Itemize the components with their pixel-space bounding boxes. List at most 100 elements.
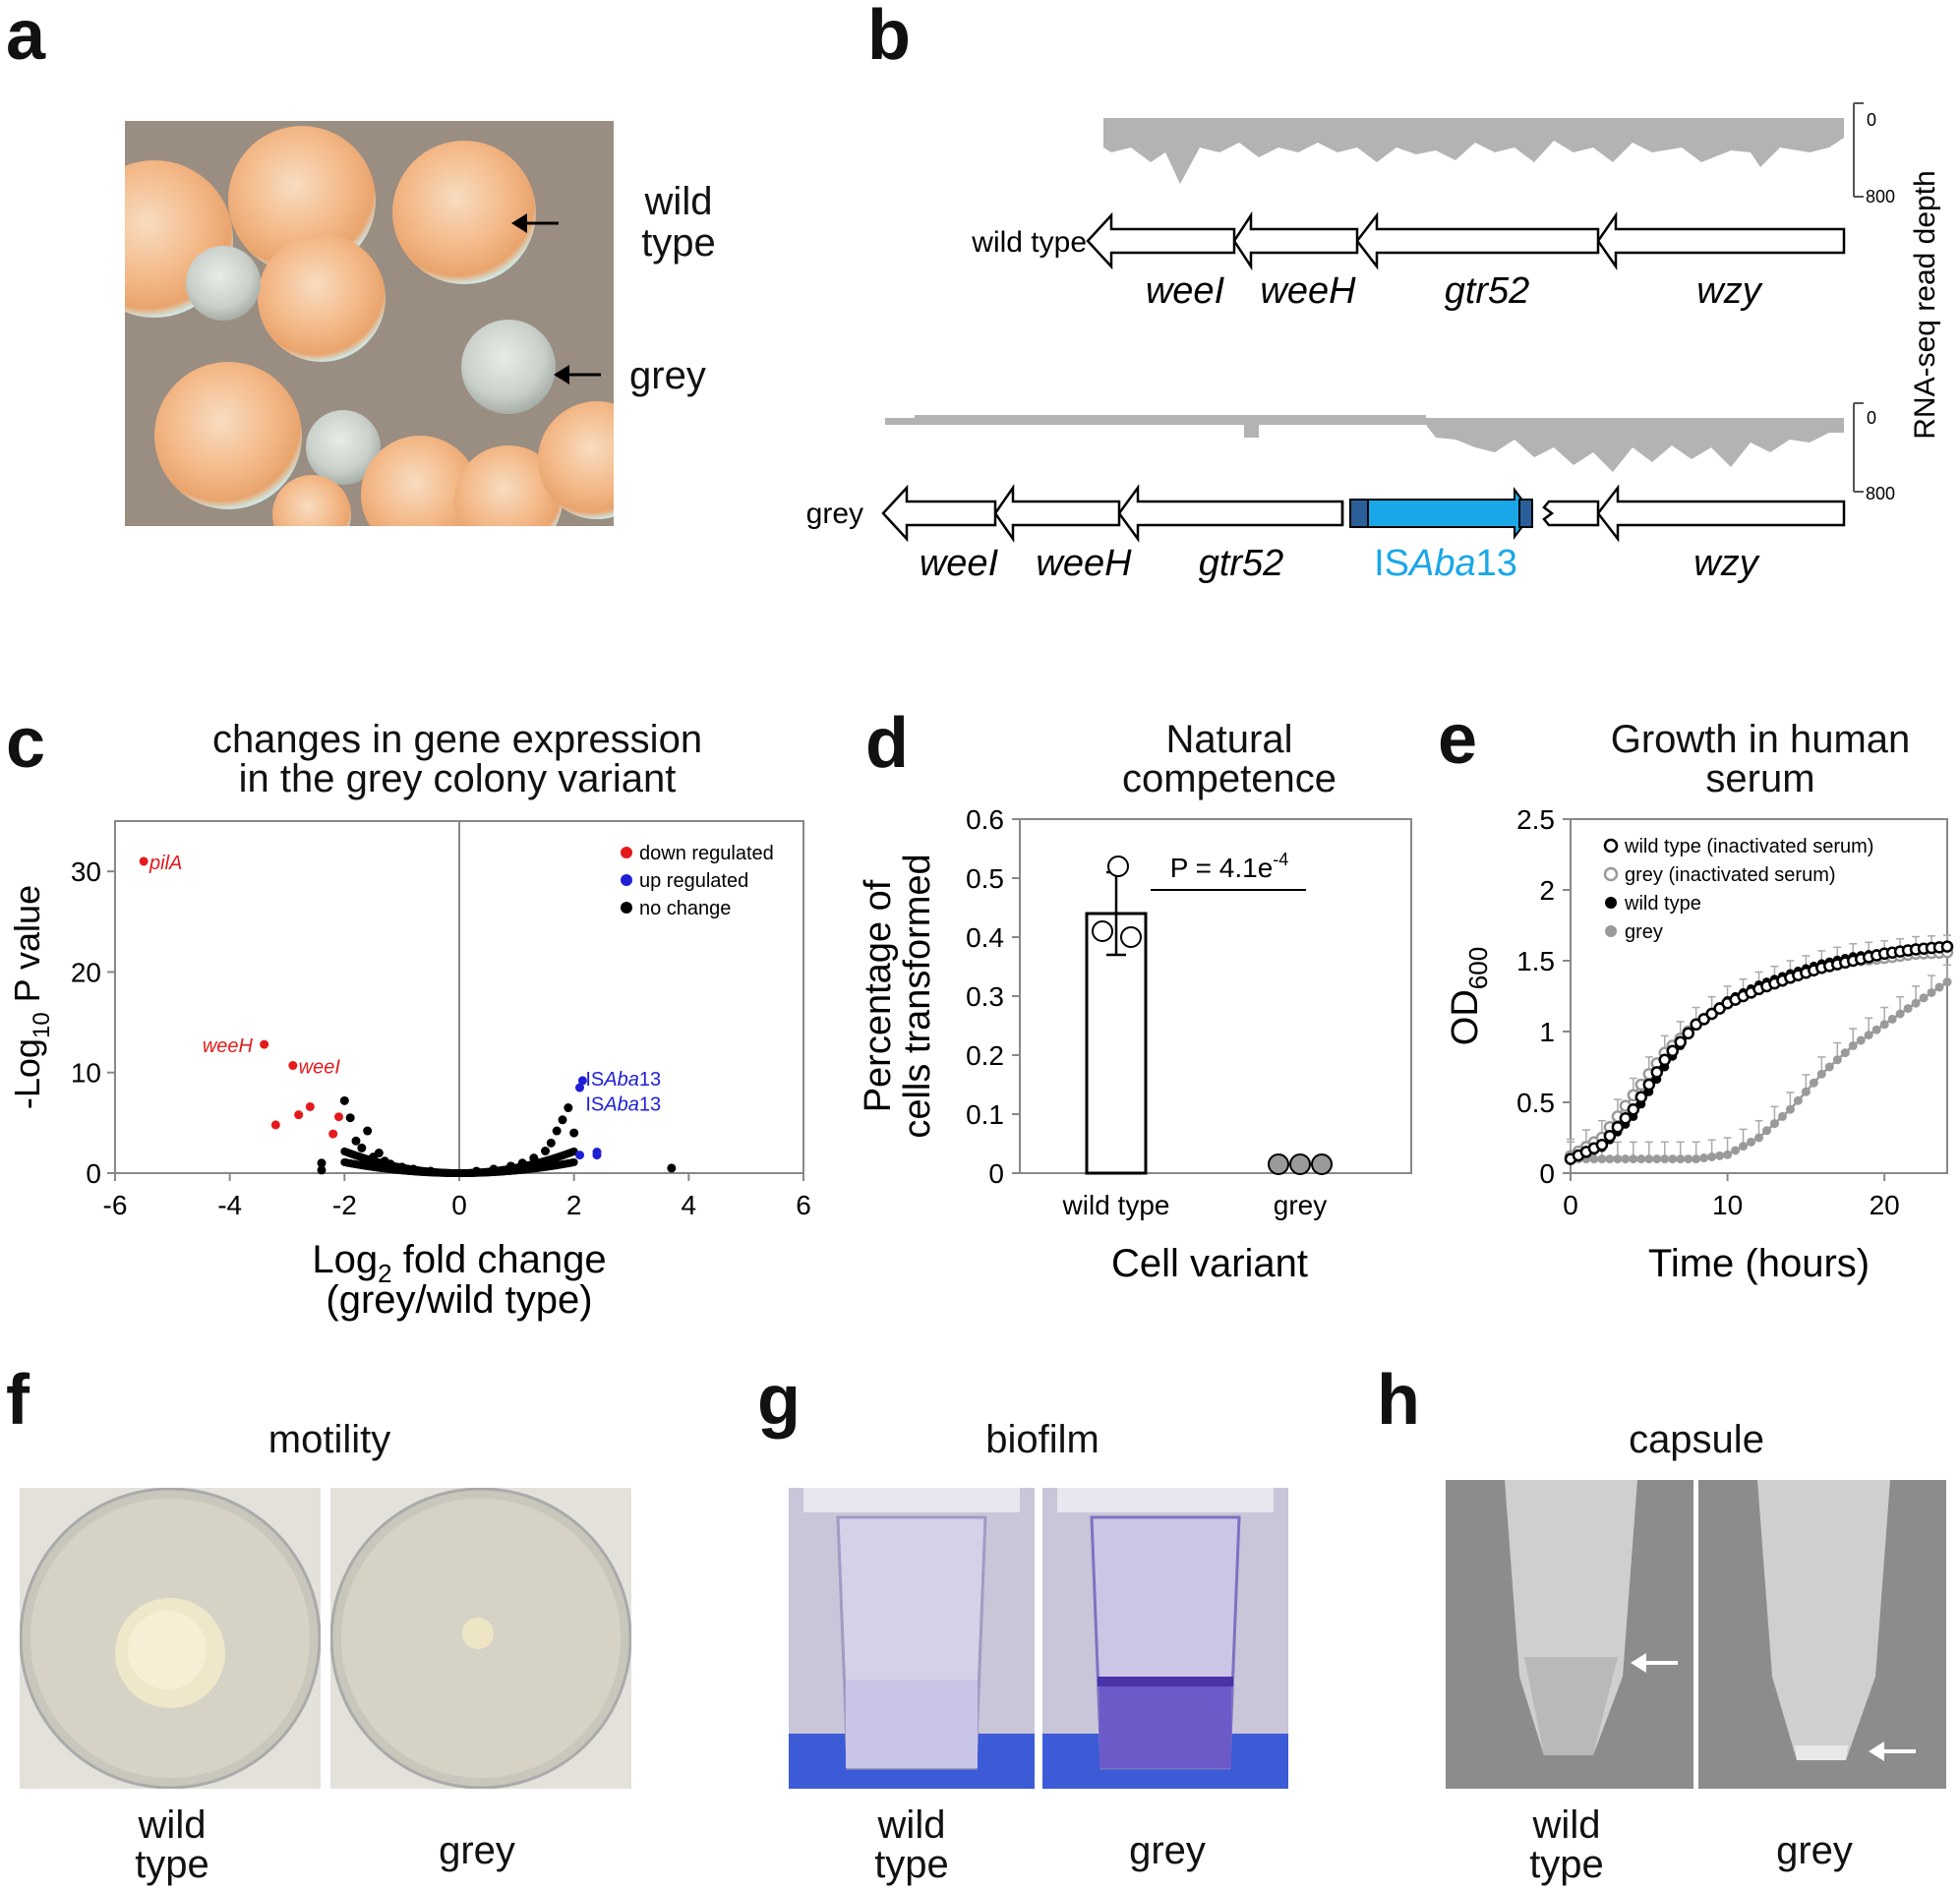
- series-wild-type-inactivated-serum-: [1564, 940, 1954, 1165]
- label-grey-a: grey: [629, 354, 706, 397]
- gene-label-wzy: wzy: [1693, 543, 1759, 584]
- data-point: [1636, 1154, 1646, 1164]
- label-grey-b: grey: [806, 498, 863, 530]
- gene-label-gtr52: gtr52: [1199, 543, 1284, 584]
- label-type: type: [1529, 1843, 1604, 1886]
- capsule-tube-grey: [1698, 1480, 1946, 1789]
- data-point: [1816, 1069, 1826, 1079]
- label-type: type: [641, 221, 716, 265]
- legend-label: no change: [639, 898, 731, 919]
- x-axis-label-2: (grey/wild type): [326, 1278, 592, 1322]
- y-tick-label: 1.5: [1516, 946, 1555, 976]
- data-point: [1595, 1138, 1609, 1152]
- data-point: [1761, 1126, 1771, 1136]
- growth-chart: 0 0.5 1 1.5 2 2.5 0 10 20 wild type (inactivated …: [1445, 804, 1954, 1285]
- chart-title-line-2: serum: [1705, 757, 1815, 800]
- data-point: [1864, 1031, 1873, 1040]
- y-tick-label: 0.5: [966, 863, 1004, 894]
- label-wild-type-f: wild type: [108, 1805, 236, 1884]
- y-tick-label: 20: [71, 957, 101, 987]
- data-point: [426, 1166, 436, 1176]
- insertion-element: [1349, 487, 1534, 540]
- data-point: [317, 1165, 327, 1175]
- data-point: [1674, 1035, 1687, 1049]
- scale-label-0: 0: [1867, 110, 1876, 130]
- data-point: [1840, 1048, 1850, 1058]
- data-point: [1660, 1154, 1670, 1164]
- arrow-icon: [1631, 1653, 1678, 1673]
- data-point: [1739, 1142, 1749, 1152]
- volcano-plot: -6 -4 -2 0 2 4 6 0 10 20 30 pilA weeH weeI ISAba13ISAb…: [7, 820, 811, 1322]
- x-axis-label: Time (hours): [1648, 1242, 1870, 1285]
- y-tick-label: 0.4: [966, 922, 1004, 953]
- gene-locus-diagram: 0 800 wild type weeI weeH gtr52 wzy 0 80…: [806, 102, 1941, 584]
- data-point: [1627, 1102, 1640, 1116]
- data-point: [1676, 1154, 1686, 1164]
- p-value-label: P = 4.1e-4: [1170, 850, 1289, 883]
- data-point: [1934, 982, 1944, 992]
- data-point: [575, 1151, 584, 1160]
- x-tick-label: 20: [1870, 1190, 1900, 1220]
- data-point: [569, 1157, 578, 1166]
- x-tick-label: 2: [566, 1190, 582, 1220]
- chart-title-line-1: Natural: [1165, 718, 1293, 761]
- data-point: [558, 1115, 567, 1125]
- series-down-regulated: [139, 856, 343, 1139]
- data-point: [1613, 1154, 1623, 1164]
- y-tick-label: 0.3: [966, 981, 1004, 1012]
- data-point: [1715, 1151, 1725, 1160]
- data-point: [569, 1128, 579, 1138]
- data-point: [386, 1159, 395, 1169]
- arrow-icon: [554, 365, 601, 384]
- data-point: [1785, 1104, 1795, 1114]
- y-tick-label: 0.5: [1516, 1088, 1555, 1118]
- data-point: [328, 1129, 338, 1139]
- coverage-track-wild-type: [1103, 118, 1844, 184]
- chart-title-line-2: competence: [1122, 757, 1336, 800]
- legend-marker: [1605, 925, 1617, 937]
- y-tick-label: 10: [71, 1058, 101, 1089]
- insertion-label: ISAba13: [1374, 543, 1517, 584]
- coverage-track-grey: [885, 418, 1844, 472]
- motility-plate-grey: [330, 1488, 631, 1789]
- label-wild: wild: [877, 1803, 946, 1847]
- data-point: [1634, 1091, 1648, 1103]
- x-tick-label: 0: [451, 1190, 467, 1220]
- data-point: [1699, 1153, 1709, 1163]
- data-point: [1619, 1111, 1633, 1125]
- data-point: [1642, 1078, 1656, 1092]
- annotation-isaba13: ISAba13: [585, 1069, 661, 1091]
- data-point: [288, 1061, 298, 1071]
- replicate-point: [1092, 920, 1113, 942]
- chart-title-line-1: changes in gene expression: [211, 718, 703, 761]
- data-point: [374, 1149, 384, 1158]
- x-tick-label: 10: [1712, 1190, 1743, 1220]
- scale-label-800: 800: [1866, 187, 1895, 207]
- y-axis-label-1: Percentage of: [858, 879, 899, 1112]
- data-point: [1801, 1087, 1811, 1096]
- data-point: [1644, 1154, 1654, 1164]
- data-point: [1871, 1025, 1881, 1034]
- gene-arrows-wild-type: [1086, 210, 1846, 271]
- scale-bar-grey: [1853, 402, 1864, 493]
- y-tick-label: 2: [1539, 875, 1555, 906]
- label-type: type: [874, 1843, 949, 1886]
- gene-label-weeI: weeI: [1146, 270, 1225, 312]
- data-point: [1777, 1111, 1787, 1121]
- label-wild-type-b: wild type: [971, 226, 1087, 259]
- data-point: [577, 1076, 587, 1086]
- chart-title-line-2: in the grey colony variant: [238, 757, 677, 800]
- data-point: [1658, 1053, 1671, 1067]
- panel-title-f: motility: [267, 1418, 391, 1461]
- data-point: [345, 1113, 355, 1123]
- label-wild: wild: [138, 1803, 207, 1847]
- data-point: [294, 1110, 304, 1120]
- replicate-point: [1120, 926, 1142, 948]
- data-point: [529, 1153, 539, 1163]
- data-point: [270, 1120, 280, 1130]
- panel-letter-d: d: [865, 704, 909, 783]
- legend-marker: [1603, 838, 1619, 854]
- scale-label-800: 800: [1866, 484, 1895, 503]
- data-point: [1621, 1154, 1631, 1164]
- arrow-icon: [511, 213, 559, 233]
